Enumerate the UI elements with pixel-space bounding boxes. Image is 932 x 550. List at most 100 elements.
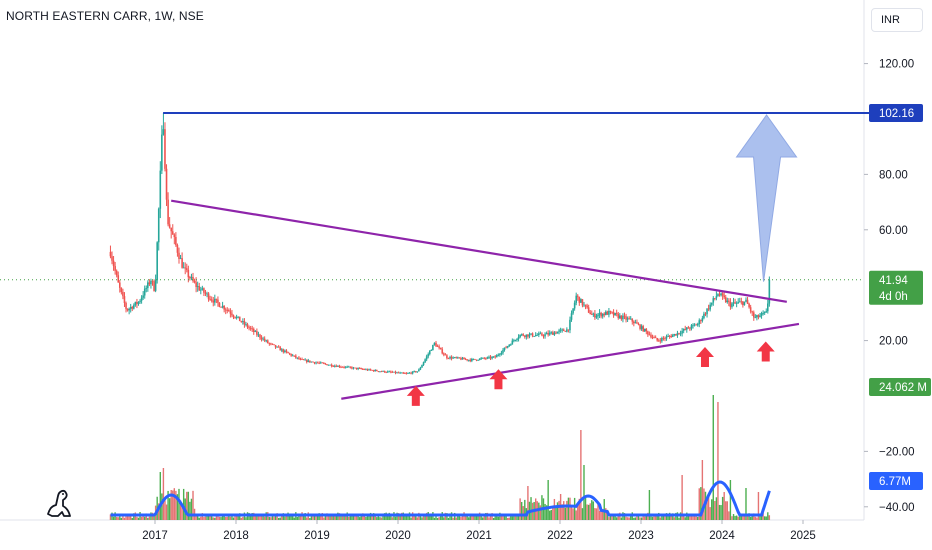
candle	[502, 348, 504, 355]
candle	[611, 311, 613, 314]
candle	[193, 278, 196, 284]
volume-bar	[397, 513, 400, 520]
candle	[315, 361, 317, 365]
volume-bar	[309, 517, 311, 520]
volume-bar	[234, 516, 236, 520]
currency-button[interactable]: INR	[871, 8, 923, 32]
candle	[249, 325, 252, 331]
volume-bar	[271, 514, 274, 520]
volume-moving-average-line	[110, 480, 771, 517]
volume-bar	[729, 480, 732, 520]
volume-bar	[415, 514, 417, 520]
volume-bar	[181, 506, 183, 520]
volume-bar	[483, 514, 485, 520]
volume-bar	[320, 515, 322, 520]
candle	[238, 316, 241, 322]
projection-up-arrow[interactable]	[735, 114, 798, 282]
volume-bar	[288, 516, 291, 520]
volume-bar	[315, 516, 317, 520]
candle	[523, 335, 526, 339]
price-tick-label: −40.00	[879, 502, 915, 514]
candle	[516, 338, 518, 342]
candle	[407, 372, 409, 374]
candle	[245, 321, 247, 327]
price-axis[interactable]: 120.00 80.00 60.00 20.00 −20.00 −40.00	[864, 59, 915, 514]
resistance-price-badge: 102.16	[869, 104, 923, 122]
candle	[228, 308, 230, 312]
candle	[410, 371, 412, 375]
lower-trendline[interactable]	[341, 322, 800, 400]
candle	[737, 298, 739, 304]
candle	[511, 338, 514, 345]
volume-bar	[564, 507, 566, 520]
candle	[129, 303, 132, 313]
volume-bar	[695, 513, 697, 520]
volume-bar	[768, 515, 771, 520]
volume-bar	[380, 517, 383, 520]
candle	[550, 331, 553, 335]
candle	[455, 356, 458, 359]
volume-bar	[759, 514, 761, 520]
candle	[732, 297, 735, 307]
volume-bar	[186, 491, 188, 520]
volume-bar	[263, 516, 266, 520]
volume-bar	[211, 516, 213, 520]
candle	[539, 331, 542, 335]
volume-bar	[330, 514, 333, 520]
candle	[153, 279, 155, 292]
volume-bar	[268, 517, 271, 520]
candle	[676, 330, 679, 338]
volume-bar	[119, 513, 121, 520]
candle	[759, 312, 761, 318]
volume-bar	[503, 515, 506, 520]
candle	[573, 300, 576, 311]
volume-bar	[492, 517, 495, 520]
volume-bar	[162, 468, 165, 520]
time-axis[interactable]: 2017 2018 2019 2020 2021 2022 2023 2024 2025	[142, 520, 816, 542]
volume-bar	[751, 515, 753, 520]
candle	[365, 368, 367, 371]
volume-bar	[413, 515, 415, 520]
candle	[248, 325, 250, 331]
volume-bar	[223, 513, 225, 520]
tradingview-logo-icon[interactable]	[47, 489, 71, 517]
volume-bar	[639, 517, 641, 520]
candle	[671, 333, 674, 338]
candle	[457, 356, 459, 359]
volume-bar	[553, 498, 556, 520]
volume-bar	[555, 505, 557, 520]
candle	[212, 297, 215, 307]
volume-bar	[416, 517, 419, 520]
volume-bar	[145, 513, 147, 520]
volume-bar	[206, 515, 208, 520]
volume-bar	[648, 490, 651, 520]
upper-trendline[interactable]	[171, 199, 787, 303]
candle	[447, 357, 450, 360]
candle	[640, 324, 643, 331]
candle	[234, 316, 236, 319]
volume-bar	[323, 517, 325, 520]
volume-bar	[510, 515, 512, 520]
candle	[115, 269, 118, 278]
volume-bar	[239, 513, 241, 520]
volume-bar	[468, 517, 470, 520]
volume-bar	[482, 517, 484, 520]
volume-bar	[640, 517, 643, 520]
bounce-up-arrow	[406, 385, 425, 406]
candle	[411, 371, 414, 375]
candle	[391, 370, 394, 373]
candle	[229, 308, 232, 318]
candle	[185, 263, 188, 273]
candle	[729, 298, 732, 310]
candle	[436, 344, 439, 348]
candle	[361, 368, 364, 370]
volume-bar	[318, 513, 320, 520]
volume-bar	[179, 500, 182, 520]
candle	[284, 349, 286, 354]
candle	[159, 161, 162, 219]
candle	[595, 313, 598, 319]
volume-bar	[723, 492, 725, 520]
volume-bar	[435, 515, 437, 520]
volume-bar	[439, 513, 442, 520]
